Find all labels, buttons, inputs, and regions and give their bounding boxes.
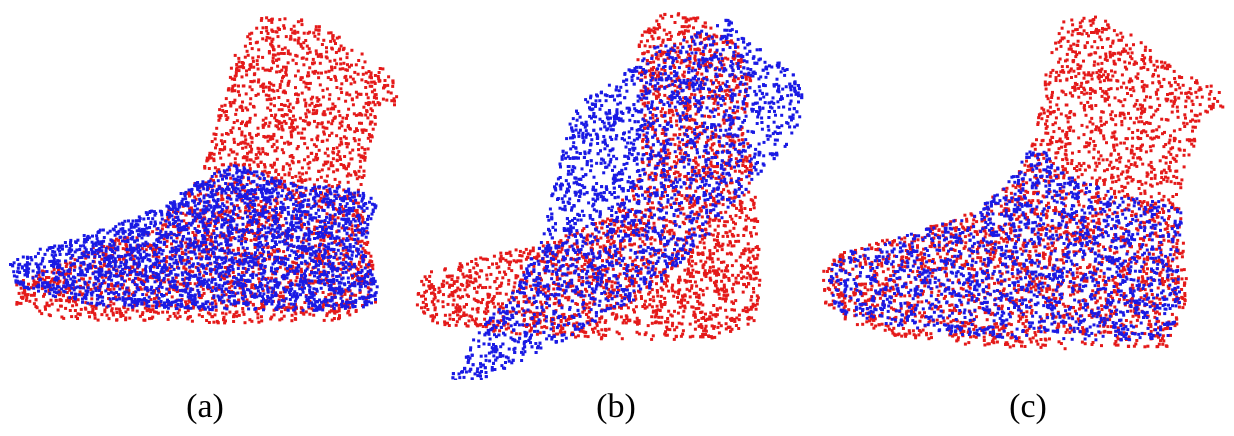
panel-c: (c) [822,0,1234,436]
caption-c: (c) [1009,388,1047,425]
point-cloud-a [9,16,399,325]
panel-a: (a) [0,0,410,436]
target-points-c [828,150,1183,342]
panel-b: (b) [410,0,822,436]
caption-a: (a) [186,388,224,425]
target-points-b [451,18,804,380]
target-points-a [9,164,379,312]
point-cloud-b [415,12,804,380]
caption-b: (b) [596,388,636,425]
point-cloud-c [822,15,1225,351]
